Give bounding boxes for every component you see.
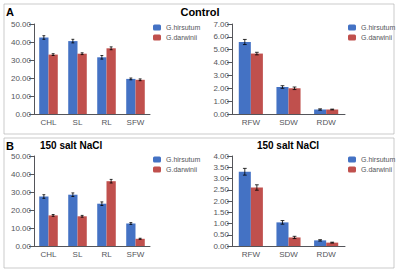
svg-text:150 salt NaCl: 150 salt NaCl [257, 140, 319, 151]
svg-text:SDW: SDW [279, 250, 298, 259]
svg-text:G.hirsutum: G.hirsutum [361, 24, 395, 31]
svg-text:30.00: 30.00 [11, 56, 32, 65]
svg-text:RDW: RDW [317, 118, 337, 127]
svg-text:G.darwinii: G.darwinii [166, 166, 198, 173]
svg-text:RL: RL [101, 118, 112, 127]
svg-text:Control: Control [180, 6, 219, 18]
svg-text:0.50: 0.50 [213, 230, 229, 239]
svg-text:1.00: 1.00 [213, 219, 229, 228]
svg-text:SL: SL [73, 118, 83, 127]
svg-text:G.darwinii: G.darwinii [361, 34, 393, 41]
svg-text:CHL: CHL [40, 118, 57, 127]
svg-text:4.00: 4.00 [213, 58, 229, 67]
svg-text:3.50: 3.50 [213, 163, 229, 172]
svg-text:40.00: 40.00 [11, 170, 32, 179]
svg-text:2.00: 2.00 [213, 197, 229, 206]
svg-text:7.00: 7.00 [213, 20, 229, 29]
svg-text:G.hirsutum: G.hirsutum [166, 24, 200, 31]
svg-text:0.00: 0.00 [213, 242, 229, 251]
svg-text:B: B [6, 140, 14, 152]
svg-text:30.00: 30.00 [11, 188, 32, 197]
svg-text:20.00: 20.00 [11, 206, 32, 215]
svg-text:1.50: 1.50 [213, 208, 229, 217]
svg-text:RDW: RDW [317, 250, 337, 259]
svg-text:50.00: 50.00 [11, 152, 32, 161]
svg-text:3.00: 3.00 [213, 174, 229, 183]
svg-text:SFW: SFW [127, 250, 145, 259]
svg-text:6.00: 6.00 [213, 32, 229, 41]
svg-text:G.darwinii: G.darwinii [166, 34, 198, 41]
svg-text:5.00: 5.00 [213, 45, 229, 54]
svg-text:G.hirsutum: G.hirsutum [361, 156, 395, 163]
svg-text:4.00: 4.00 [213, 152, 229, 161]
svg-text:0.00: 0.00 [15, 242, 31, 251]
svg-text:10.00: 10.00 [11, 92, 32, 101]
svg-text:150 salt NaCl: 150 salt NaCl [40, 140, 102, 151]
svg-text:1.00: 1.00 [213, 97, 229, 106]
svg-text:G.hirsutum: G.hirsutum [166, 156, 200, 163]
svg-text:G.darwinii: G.darwinii [361, 166, 393, 173]
svg-text:RL: RL [101, 250, 112, 259]
svg-text:0.00: 0.00 [15, 110, 31, 119]
svg-text:2.00: 2.00 [213, 84, 229, 93]
svg-text:RFW: RFW [242, 250, 261, 259]
svg-text:0.00: 0.00 [213, 110, 229, 119]
svg-text:40.00: 40.00 [11, 38, 32, 47]
svg-text:SDW: SDW [279, 118, 298, 127]
svg-text:50.00: 50.00 [11, 20, 32, 29]
svg-text:CHL: CHL [40, 250, 57, 259]
svg-text:3.00: 3.00 [213, 71, 229, 80]
svg-text:2.50: 2.50 [213, 185, 229, 194]
svg-text:SFW: SFW [127, 118, 145, 127]
svg-text:20.00: 20.00 [11, 74, 32, 83]
svg-text:SL: SL [73, 250, 83, 259]
svg-text:A: A [6, 6, 14, 18]
svg-text:RFW: RFW [242, 118, 261, 127]
svg-text:10.00: 10.00 [11, 224, 32, 233]
